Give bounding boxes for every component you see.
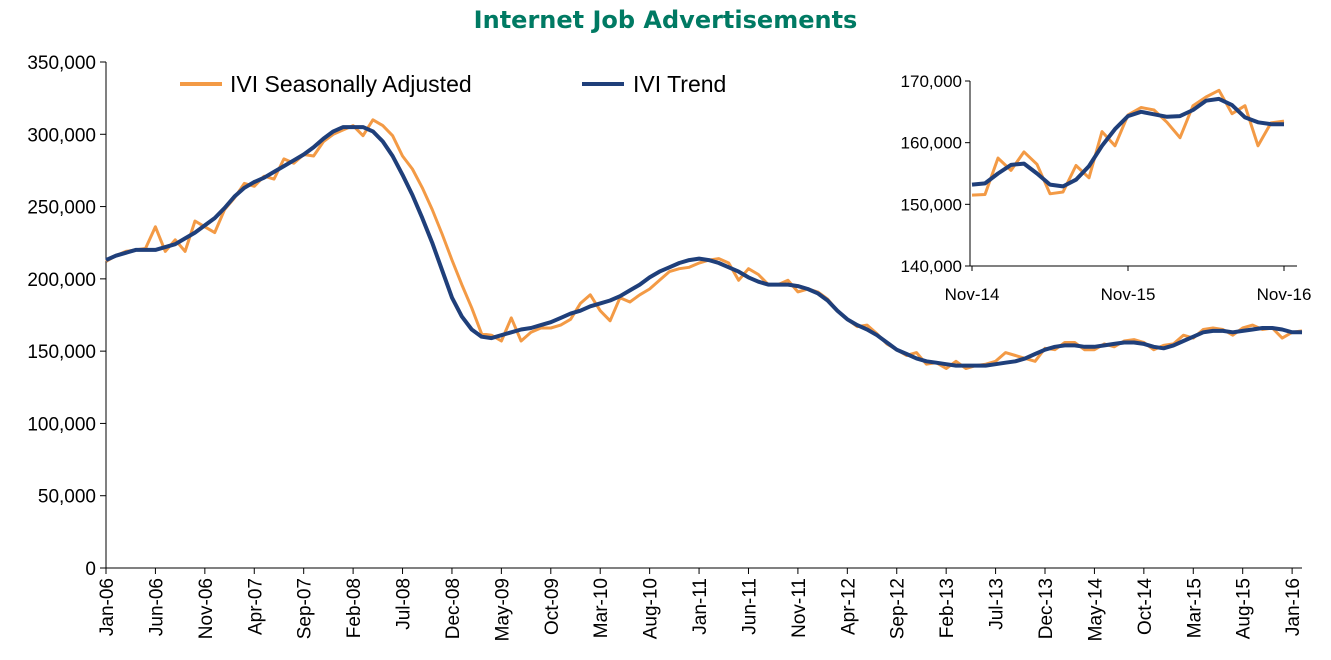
- inset-x-tick-label: Nov-15: [1101, 285, 1156, 304]
- x-tick-label: Nov-11: [789, 578, 810, 638]
- x-tick-label: Apr-07: [245, 578, 266, 635]
- x-tick-label: May-09: [492, 578, 513, 641]
- legend-label-trend: IVI Trend: [633, 71, 726, 97]
- x-tick-label: Feb-13: [937, 578, 958, 638]
- inset-series-line-trend: [971, 96, 1284, 189]
- x-tick-label: Oct-09: [542, 578, 563, 635]
- x-tick-label: Dec-13: [1036, 578, 1057, 639]
- x-tick-label: Dec-08: [443, 578, 464, 639]
- series-line-seasonally-adjusted: [105, 118, 1303, 370]
- x-tick-label: Jan-06: [97, 578, 118, 636]
- inset-x-tick-label: Nov-14: [945, 285, 1000, 304]
- x-tick-label: Mar-15: [1184, 578, 1205, 638]
- y-tick-label: 200,000: [27, 270, 96, 291]
- y-tick-label: 250,000: [27, 198, 96, 219]
- x-tick-label: Oct-14: [1135, 578, 1156, 635]
- inset-y-tick-label: 160,000: [901, 134, 962, 153]
- inset-series-line-seasonally-adjusted: [971, 88, 1285, 197]
- y-tick-label: 300,000: [27, 125, 96, 146]
- y-tick-label: 350,000: [27, 53, 96, 74]
- inset-y-tick-label: 140,000: [901, 257, 962, 276]
- inset-y-tick-label: 150,000: [901, 195, 962, 214]
- inset-y-tick-label: 170,000: [901, 72, 962, 91]
- chart-title: Internet Job Advertisements: [473, 6, 858, 34]
- main-plot: 0 50,000 100,000 150,000 200,000 250,000 300,0…: [27, 53, 1304, 642]
- y-tick-label: 0: [85, 559, 96, 580]
- x-tick-label: Mar-10: [591, 578, 612, 638]
- x-tick-label: Jul-08: [394, 578, 415, 630]
- x-tick-label: Aug-15: [1234, 578, 1255, 639]
- x-tick-label: Jun-06: [146, 578, 167, 636]
- x-tick-label: Jan-16: [1283, 578, 1304, 636]
- inset-x-tick-label: Nov-16: [1257, 285, 1312, 304]
- x-tick-label: Apr-12: [838, 578, 859, 635]
- y-tick-label: 100,000: [27, 414, 96, 435]
- x-tick-label: Jun-11: [739, 578, 760, 635]
- x-tick-label: Feb-08: [344, 578, 365, 638]
- legend-label-seasonally-adjusted: IVI Seasonally Adjusted: [230, 71, 472, 97]
- inset-plot: 140,000 150,000 160,000 170,000 Nov-14 Nov-15…: [901, 72, 1312, 304]
- x-tick-label: Jan-11: [690, 578, 711, 635]
- y-tick-label: 50,000: [38, 487, 96, 508]
- legend: IVI Seasonally Adjusted IVI Trend: [180, 71, 726, 97]
- x-tick-label: Jul-13: [987, 578, 1008, 630]
- x-tick-label: Aug-10: [641, 578, 662, 639]
- x-tick-label: May-14: [1085, 578, 1106, 642]
- series-line-trend: [105, 125, 1302, 368]
- x-tick-label: Sep-07: [295, 578, 316, 639]
- x-tick-label: Sep-12: [888, 578, 909, 639]
- x-tick-label: Nov-06: [196, 578, 217, 639]
- y-tick-label: 150,000: [27, 342, 96, 363]
